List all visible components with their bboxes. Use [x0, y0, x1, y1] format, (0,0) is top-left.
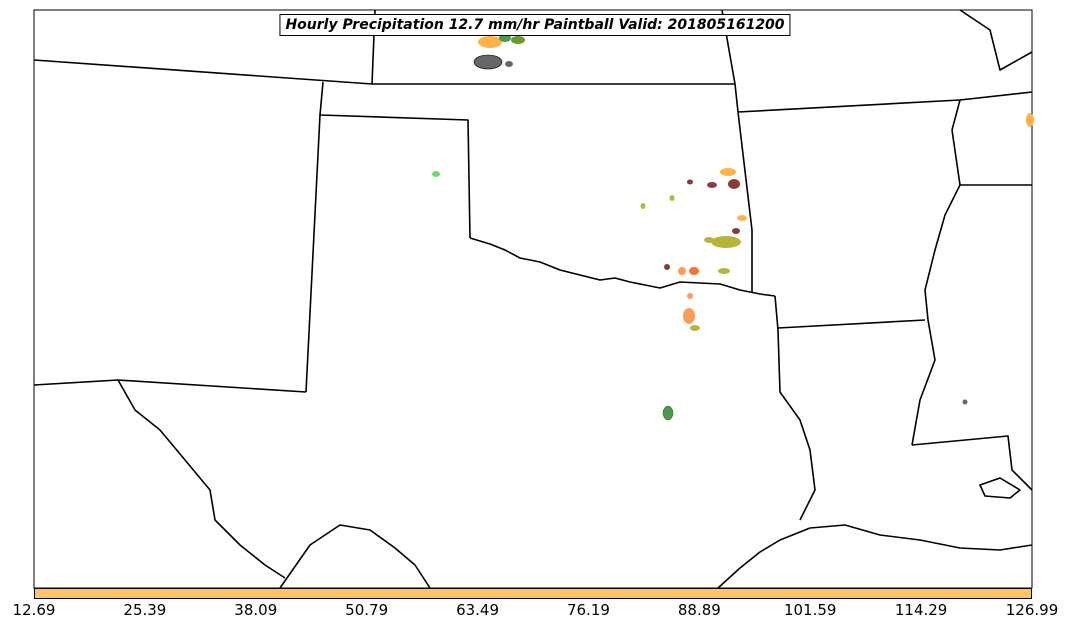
precip-blob: [473, 54, 503, 70]
arkansas-louisiana-border: [777, 319, 926, 329]
precip-blob: [432, 171, 440, 177]
precip-blob: [737, 215, 747, 221]
colorbar-tick-label: 38.09: [234, 601, 278, 619]
colorbar-tick-label: 114.29: [894, 601, 948, 619]
texas-louisiana-border: [774, 295, 816, 521]
precip-blob: [678, 267, 686, 275]
new-mexico-east-border: [305, 114, 321, 393]
colorbar-tick-label: 63.49: [456, 601, 500, 619]
precip-blob: [640, 203, 646, 209]
mexico-coastline: [279, 524, 431, 589]
precip-blob: [718, 268, 730, 274]
mississippi-south-border: [911, 435, 1033, 491]
mississippi-river: [911, 129, 961, 446]
colorbar-tick-label: 88.89: [677, 601, 721, 619]
precip-blob: [732, 228, 740, 234]
colorbar-tick-label: 76.19: [566, 601, 610, 619]
precip-blob: [478, 36, 502, 48]
precip-blob: [683, 308, 695, 324]
rio-grande-border: [117, 379, 286, 579]
precip-blob: [711, 236, 741, 248]
precip-blob: [720, 168, 736, 176]
precip-blob: [664, 264, 670, 270]
precip-blob: [687, 179, 693, 185]
colorbar-tick-label: 12.69: [12, 601, 56, 619]
precip-blob: [689, 267, 699, 275]
missouri-border-east: [959, 91, 1033, 101]
colorbar-tick-label: 25.39: [123, 601, 167, 619]
oklahoma-arkansas-border: [737, 111, 753, 293]
precip-blob: [962, 399, 968, 405]
precip-blob: [1026, 113, 1034, 127]
precip-blob: [707, 182, 717, 188]
precip-blob: [511, 36, 525, 44]
precip-blob: [669, 195, 675, 201]
lake-pontchartrain: [979, 477, 1021, 499]
red-river-border: [469, 237, 776, 297]
colorbar: [34, 588, 1032, 599]
precip-blob: [499, 34, 511, 42]
precipitation-paintball: [432, 34, 1034, 421]
colorbar-tick-label: 101.59: [783, 601, 837, 619]
colorbar-tick-label: 126.99: [1005, 601, 1059, 619]
missouri-east-border: [959, 9, 1033, 71]
precip-blob: [690, 325, 700, 331]
precip-blob: [687, 293, 693, 299]
precip-blob: [728, 179, 740, 189]
map-title: Hourly Precipitation 12.7 mm/hr Paintbal…: [279, 14, 791, 36]
oklahoma-panhandle: [319, 81, 471, 239]
precip-blob: [704, 237, 714, 243]
precip-blob: [662, 405, 674, 421]
precip-blob: [505, 61, 513, 67]
state-borders: [33, 9, 1033, 589]
colorbar-tick-label: 50.79: [345, 601, 389, 619]
map-frame: [33, 9, 1033, 589]
gulf-coast: [717, 524, 1033, 589]
